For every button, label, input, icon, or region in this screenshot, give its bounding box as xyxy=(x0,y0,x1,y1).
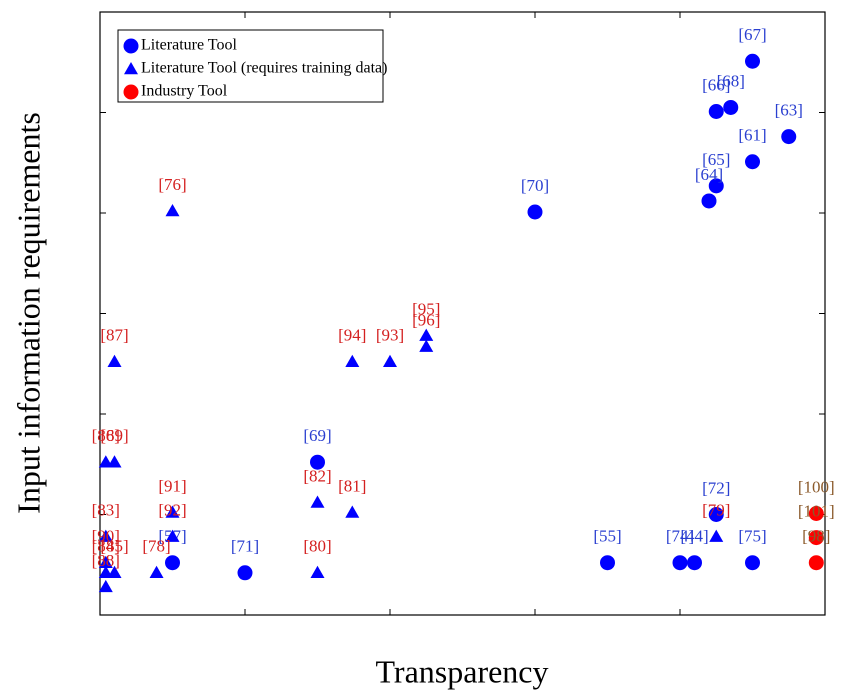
point-label: [80] xyxy=(303,537,331,556)
legend-box xyxy=(117,29,384,103)
circle-point xyxy=(600,555,615,571)
point-label: [76] xyxy=(158,175,186,194)
triangle-point xyxy=(165,529,180,542)
triangle-point xyxy=(107,354,122,367)
circle-point xyxy=(687,555,702,571)
circle-point xyxy=(808,505,824,521)
point-label: [78] xyxy=(142,537,170,556)
point-label: [101] xyxy=(798,502,835,521)
circle-point xyxy=(708,507,724,522)
circle-point xyxy=(808,530,824,546)
point-label: [82] xyxy=(303,466,331,485)
triangle-point xyxy=(383,354,397,367)
legend-label: Industry Tool xyxy=(141,83,228,100)
circle-point xyxy=(781,129,797,145)
point-label: [69] xyxy=(303,426,331,445)
triangle-point xyxy=(419,328,434,341)
circle-point xyxy=(672,555,688,571)
point-label: [96] xyxy=(412,311,440,330)
point-label: [66] xyxy=(702,75,730,94)
point-label: [63] xyxy=(775,101,803,120)
triangle-point xyxy=(98,555,113,568)
point-label: [72] xyxy=(702,478,730,497)
triangle-point xyxy=(107,455,122,468)
circle-point xyxy=(708,178,724,194)
point-label: [94] xyxy=(338,326,366,345)
x-axis-label: Transparency xyxy=(376,653,549,689)
point-label: [92] xyxy=(158,501,186,520)
point-label: [90] xyxy=(92,527,120,546)
point-label: [65] xyxy=(702,150,730,169)
legend-marker xyxy=(123,38,139,54)
triangle-point xyxy=(345,354,360,367)
point-label: [85] xyxy=(100,537,128,556)
circle-point xyxy=(165,555,180,571)
point-label: [68] xyxy=(717,71,745,90)
triangle-point xyxy=(419,339,434,352)
point-label: [55] xyxy=(593,527,621,546)
circle-point xyxy=(745,53,760,69)
triangle-point xyxy=(310,565,325,579)
legend-label: Literature Tool (requires training data) xyxy=(141,60,387,77)
triangle-point xyxy=(310,495,325,508)
triangle-point xyxy=(98,529,113,542)
triangle-point xyxy=(709,529,724,542)
legend-marker xyxy=(124,62,138,75)
point-label: [71] xyxy=(231,537,259,556)
circle-point xyxy=(723,99,739,115)
point-label: [70] xyxy=(521,176,549,195)
point-label: [81] xyxy=(338,476,366,495)
triangle-point xyxy=(345,505,360,518)
triangle-point xyxy=(98,579,113,593)
triangle-point xyxy=(165,203,180,217)
triangle-point xyxy=(149,565,164,579)
circle-point xyxy=(745,154,760,170)
point-label: [74] xyxy=(666,527,694,546)
point-label: [95] xyxy=(412,300,440,319)
circle-point xyxy=(808,555,824,571)
circle-point xyxy=(527,204,543,220)
circle-point xyxy=(310,454,325,470)
triangle-point xyxy=(107,565,122,579)
point-label: [89] xyxy=(100,426,128,445)
point-label: [75] xyxy=(738,527,766,546)
point-label: [44] xyxy=(680,527,708,546)
circle-point xyxy=(701,193,717,209)
circle-point xyxy=(745,555,760,571)
y-axis-label: Input information requirements xyxy=(10,112,46,514)
point-label: [79] xyxy=(702,501,730,520)
circle-point xyxy=(708,103,724,119)
point-label: [84] xyxy=(92,537,120,556)
point-label: [87] xyxy=(100,326,128,345)
point-label: [98] xyxy=(802,527,830,546)
legend-marker xyxy=(123,84,139,100)
point-label: [88] xyxy=(92,551,120,570)
triangle-point xyxy=(165,505,180,518)
point-label: [64] xyxy=(695,165,723,184)
point-label: [91] xyxy=(158,476,186,495)
point-label: [67] xyxy=(738,25,766,44)
point-label: [86] xyxy=(92,426,120,445)
point-label: [93] xyxy=(376,326,404,345)
point-label: [83] xyxy=(92,501,120,520)
point-label: [61] xyxy=(738,126,766,145)
point-label: [100] xyxy=(798,477,835,496)
circle-point xyxy=(237,565,253,581)
legend-label: Literature Tool xyxy=(141,37,237,54)
